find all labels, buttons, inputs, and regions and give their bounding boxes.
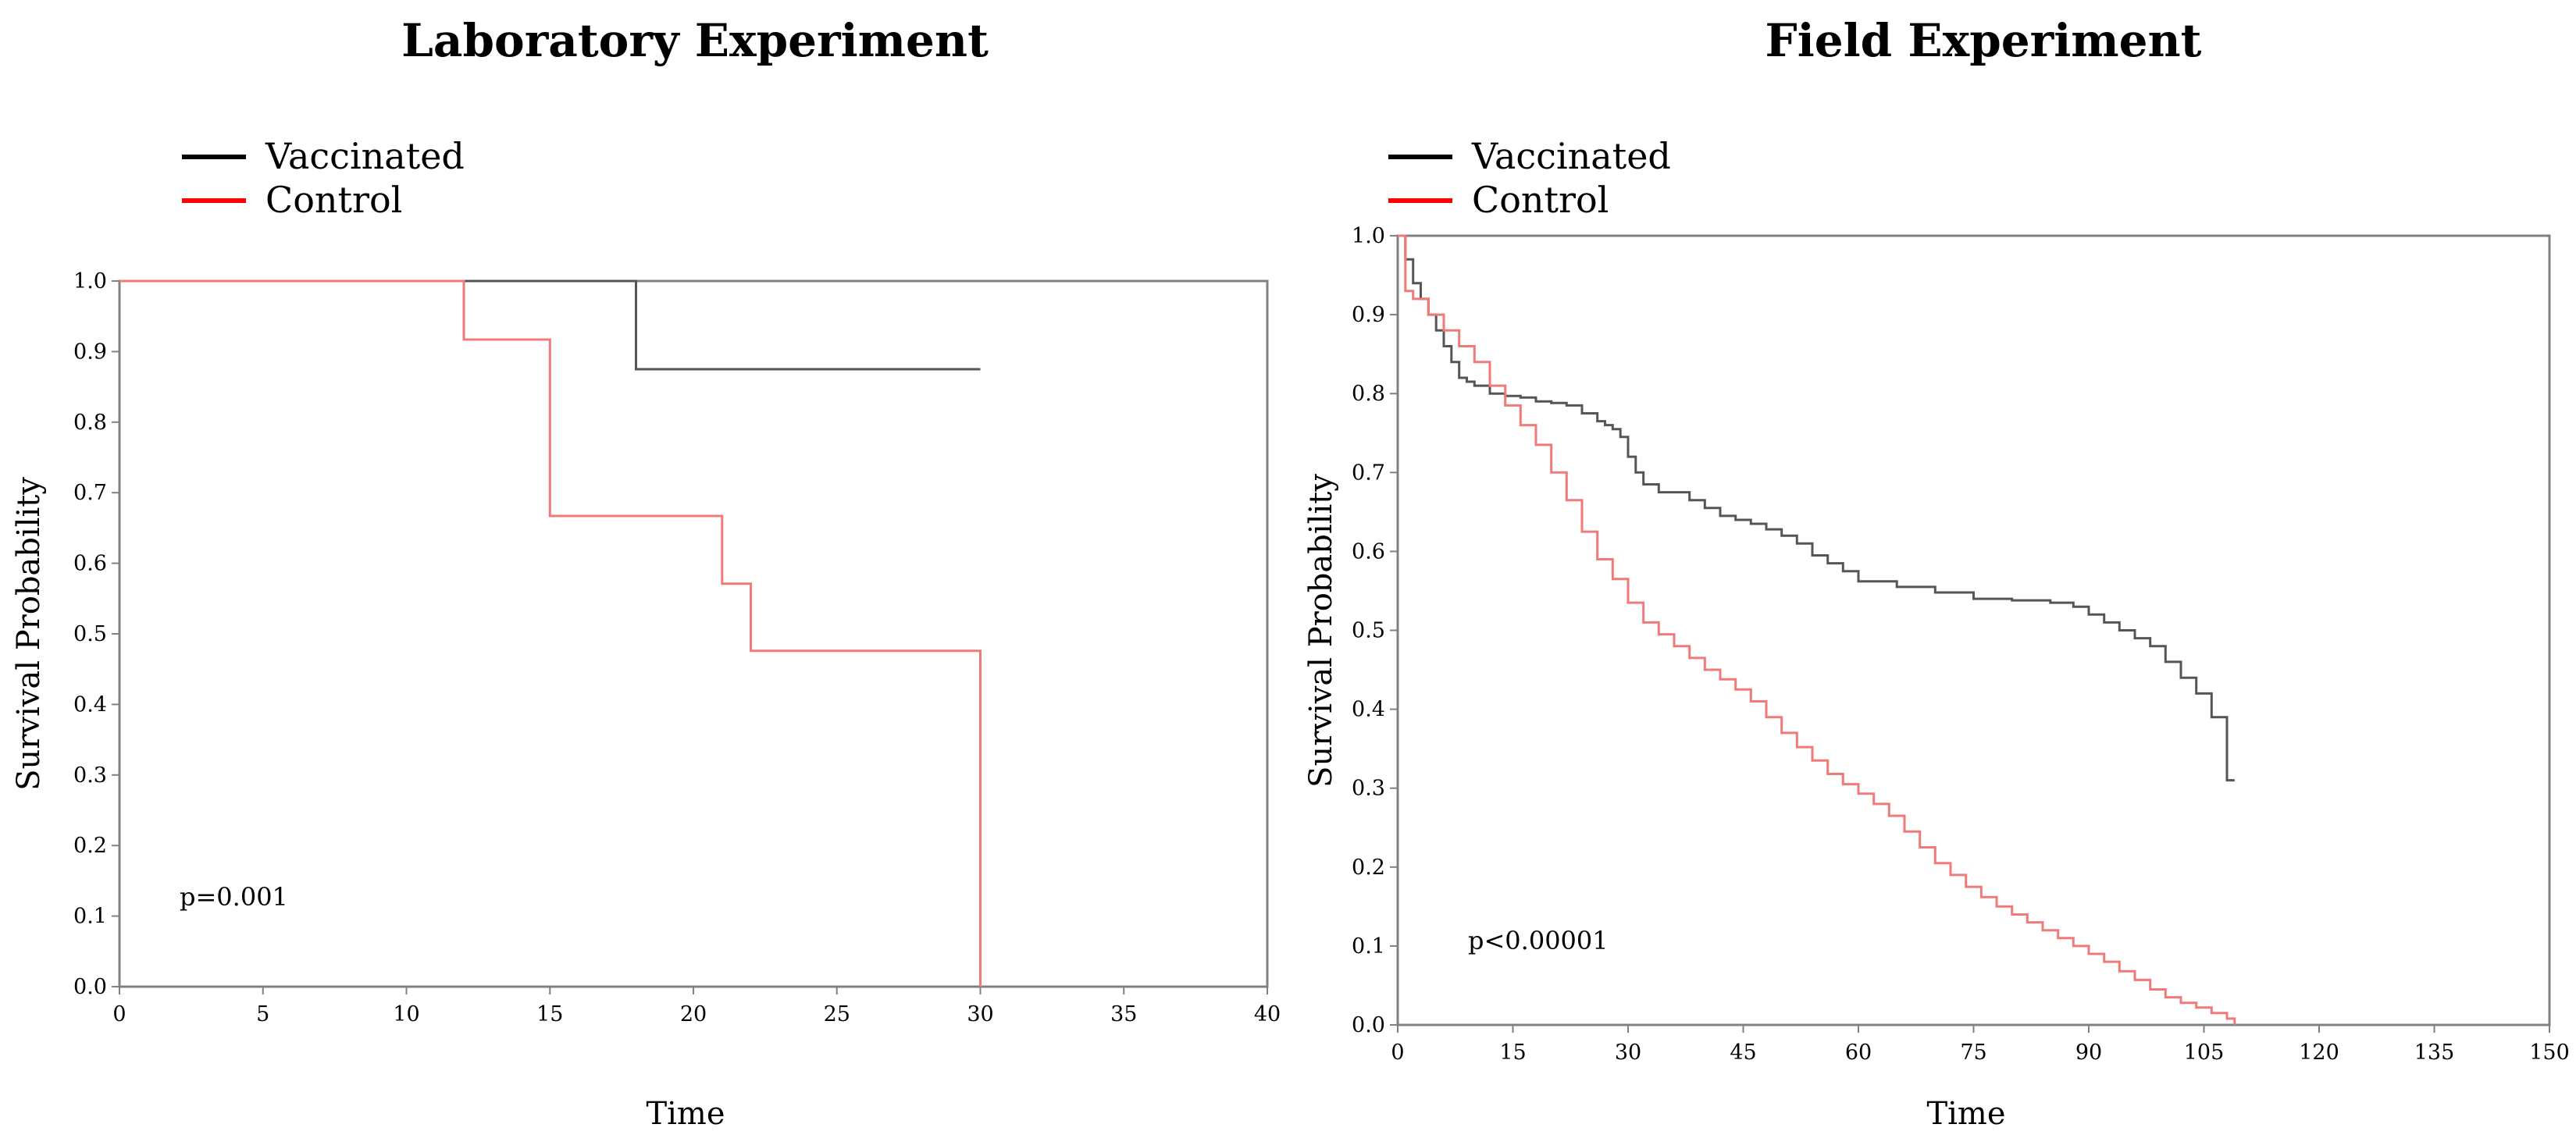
lab-y-tick-label: 0.8 <box>73 411 107 435</box>
lab-y-tick-label: 0.3 <box>73 763 107 788</box>
lab-x-tick-label: 10 <box>393 1002 419 1026</box>
field-x-tick-label: 105 <box>2184 1041 2225 1065</box>
field-p-value: p<0.00001 <box>1468 926 1609 955</box>
field-y-tick-label: 0.4 <box>1352 698 1385 722</box>
field-x-tick-label: 15 <box>1499 1041 1526 1065</box>
lab-p-value: p=0.001 <box>180 882 288 912</box>
lab-x-tick-label: 35 <box>1110 1002 1137 1026</box>
field-series-control-line <box>1398 234 2236 1025</box>
lab-x-axis-ticks: 0 5 10 15 20 25 30 35 40 <box>112 987 1281 1026</box>
lab-x-tick-label: 5 <box>256 1002 269 1026</box>
lab-x-tick-label: 30 <box>967 1002 993 1026</box>
field-x-tick-label: 135 <box>2414 1041 2455 1065</box>
lab-y-axis-label: Survival Probability <box>11 477 47 791</box>
field-series-lines <box>1398 234 2236 1025</box>
lab-x-axis-label: Time <box>646 1096 725 1132</box>
field-y-tick-label: 0.5 <box>1352 619 1385 643</box>
lab-y-tick-label: 0.2 <box>73 834 107 858</box>
field-legend-control-label: Control <box>1472 179 1609 221</box>
lab-y-tick-label: 0.4 <box>73 692 107 717</box>
field-y-tick-label: 0.1 <box>1352 934 1385 959</box>
field-x-tick-label: 120 <box>2299 1041 2339 1065</box>
lab-y-axis-ticks: 0.0 0.1 0.2 0.3 0.4 0.5 0.6 0.7 0.8 0.9 1.0 <box>73 269 119 999</box>
field-y-tick-label: 0.9 <box>1352 303 1385 327</box>
field-x-tick-label: 0 <box>1391 1041 1404 1065</box>
lab-y-tick-label: 0.1 <box>73 905 107 929</box>
lab-y-tick-label: 0.0 <box>73 975 107 999</box>
field-legend-vaccinated-label: Vaccinated <box>1471 135 1671 177</box>
field-y-axis-label: Survival Probability <box>1303 474 1339 788</box>
lab-legend-control-label: Control <box>265 179 402 221</box>
lab-x-tick-label: 40 <box>1254 1002 1281 1026</box>
field-y-tick-label: 0.6 <box>1352 539 1385 564</box>
field-experiment-panel: Field Experiment Vaccinated Control 0.00… <box>1303 14 2570 1132</box>
field-y-tick-label: 0.3 <box>1352 777 1385 801</box>
lab-x-tick-label: 25 <box>824 1002 850 1026</box>
lab-y-tick-label: 0.6 <box>73 552 107 576</box>
lab-y-tick-label: 0.7 <box>73 481 107 505</box>
field-y-tick-label: 0.7 <box>1352 461 1385 485</box>
lab-x-tick-label: 20 <box>680 1002 707 1026</box>
field-y-axis-ticks: 0.0 0.1 0.2 0.3 0.4 0.5 0.6 0.7 0.8 0.9 1.0 <box>1352 224 1398 1037</box>
lab-plot-frame <box>118 279 1269 988</box>
field-x-tick-label: 30 <box>1615 1041 1641 1065</box>
lab-chart-title: Laboratory Experiment <box>401 14 989 67</box>
field-x-axis-ticks: 0 15 30 45 60 75 90 105 120 135 150 <box>1391 1025 2570 1065</box>
field-y-tick-label: 0.8 <box>1352 382 1385 406</box>
lab-x-tick-label: 15 <box>536 1002 563 1026</box>
field-x-axis-label: Time <box>1926 1096 2005 1132</box>
field-chart-title: Field Experiment <box>1765 14 2202 67</box>
lab-y-tick-label: 0.9 <box>73 340 107 364</box>
lab-series-control-line <box>119 279 982 987</box>
field-series-vaccinated-line <box>1398 234 2235 782</box>
field-x-tick-label: 90 <box>2075 1041 2102 1065</box>
field-y-tick-label: 1.0 <box>1352 224 1385 248</box>
field-y-tick-label: 0.2 <box>1352 856 1385 880</box>
lab-series-lines <box>119 279 982 987</box>
field-x-tick-label: 60 <box>1845 1041 1872 1065</box>
field-x-tick-label: 150 <box>2529 1041 2570 1065</box>
lab-x-tick-label: 0 <box>112 1002 126 1026</box>
field-y-tick-label: 0.0 <box>1352 1013 1385 1037</box>
field-x-tick-label: 45 <box>1730 1041 1756 1065</box>
field-x-tick-label: 75 <box>1960 1041 1986 1065</box>
field-plot-frame <box>1396 234 2551 1026</box>
lab-experiment-panel: Laboratory Experiment Vaccinated Control… <box>11 14 1281 1132</box>
lab-y-tick-label: 0.5 <box>73 622 107 646</box>
lab-legend-vaccinated-label: Vaccinated <box>265 135 465 177</box>
lab-y-tick-label: 1.0 <box>73 269 107 294</box>
